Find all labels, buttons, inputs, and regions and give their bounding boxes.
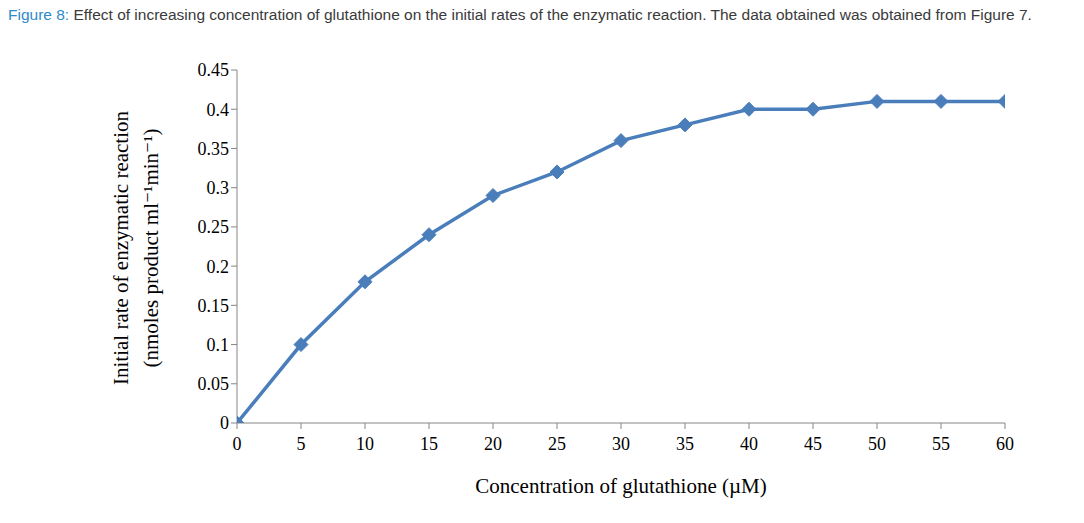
svg-text:0.15: 0.15: [198, 296, 230, 316]
svg-text:30: 30: [612, 434, 630, 454]
svg-text:(nmoles product ml⁻¹min⁻¹): (nmoles product ml⁻¹min⁻¹): [139, 129, 163, 368]
svg-text:0.2: 0.2: [207, 257, 230, 277]
svg-text:40: 40: [740, 434, 758, 454]
svg-text:45: 45: [804, 434, 822, 454]
svg-text:0.1: 0.1: [207, 335, 230, 355]
html-text:Figure 8: Effect of increasing: Figure 8: Effect of increasing concentra…: [8, 6, 1032, 23]
svg-text:0.05: 0.05: [198, 374, 230, 394]
svg-text:10: 10: [356, 434, 374, 454]
svg-text:0.25: 0.25: [198, 217, 230, 237]
svg-text:15: 15: [420, 434, 438, 454]
svg-text:0.35: 0.35: [198, 139, 230, 159]
svg-text:0: 0: [233, 434, 242, 454]
svg-text:0.4: 0.4: [207, 100, 230, 120]
svg-text:0: 0: [220, 413, 229, 433]
svg-text:25: 25: [548, 434, 566, 454]
svg-text:35: 35: [676, 434, 694, 454]
svg-text:Initial rate of enzymatic reac: Initial rate of enzymatic reaction: [109, 110, 133, 385]
svg-text:20: 20: [484, 434, 502, 454]
svg-text:0.45: 0.45: [198, 60, 230, 80]
svg-text:Concentration of glutathione (: Concentration of glutathione (µM): [475, 474, 766, 498]
svg-text:55: 55: [932, 434, 950, 454]
svg-text:60: 60: [996, 434, 1014, 454]
svg-text:5: 5: [297, 434, 306, 454]
svg-text:50: 50: [868, 434, 886, 454]
svg-text:0.3: 0.3: [207, 178, 230, 198]
